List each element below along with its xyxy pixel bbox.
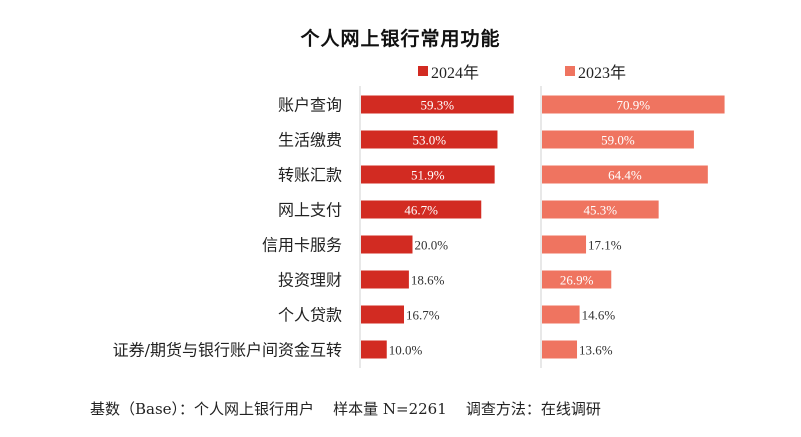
data-label: 46.7% xyxy=(404,203,438,218)
data-label: 70.9% xyxy=(616,98,650,113)
bar-2024 xyxy=(361,165,495,184)
data-label: 20.0% xyxy=(415,238,449,253)
legend-swatch-2024 xyxy=(418,66,428,76)
data-label: 16.7% xyxy=(406,308,440,323)
category-label: 转账汇款 xyxy=(278,166,342,185)
data-label: 13.6% xyxy=(579,343,613,358)
bar-2024 xyxy=(361,95,514,114)
footnote: 基数（Base）：个人网上银行用户 样本量 N=2261 调查方法：在线调研 xyxy=(90,400,601,418)
legend-label-2023: 2023年 xyxy=(578,65,627,82)
legend-swatch-2023 xyxy=(565,66,575,76)
bar-2023 xyxy=(542,235,587,254)
bar-2023 xyxy=(542,340,578,359)
bar-2024 xyxy=(361,130,498,149)
bar-2024 xyxy=(361,200,482,219)
category-label: 网上支付 xyxy=(278,201,342,220)
category-label: 生活缴费 xyxy=(278,131,342,150)
data-label: 53.0% xyxy=(412,133,446,148)
bar-2023 xyxy=(542,200,659,219)
bar-2023 xyxy=(542,165,708,184)
data-label: 59.3% xyxy=(421,98,455,113)
legend-label-2024: 2024年 xyxy=(431,65,480,82)
data-label: 14.6% xyxy=(582,308,616,323)
category-label: 账户查询 xyxy=(278,96,342,115)
data-label: 17.1% xyxy=(588,238,622,253)
bar-2024 xyxy=(361,270,409,289)
data-label: 26.9% xyxy=(560,273,594,288)
bar-2023 xyxy=(542,305,580,324)
bar-2024 xyxy=(361,340,387,359)
bar-2023 xyxy=(542,130,694,149)
bar-2024 xyxy=(361,305,405,324)
chart-title: 个人网上银行常用功能 xyxy=(300,28,501,50)
category-label: 信用卡服务 xyxy=(262,236,342,255)
bar-2023 xyxy=(542,270,612,289)
legend-item-2024: 2024年 xyxy=(418,59,479,83)
bar-2024 xyxy=(361,235,413,254)
data-label: 18.6% xyxy=(411,273,445,288)
data-label: 64.4% xyxy=(608,168,642,183)
legend-item-2023: 2023年 xyxy=(565,59,626,83)
category-label: 投资理财 xyxy=(278,271,342,290)
data-label: 59.0% xyxy=(601,133,635,148)
data-label: 51.9% xyxy=(411,168,445,183)
category-label: 证券/期货与银行账户间资金互转 xyxy=(113,341,342,360)
category-label: 个人贷款 xyxy=(278,306,342,325)
data-label: 10.0% xyxy=(389,343,423,358)
data-label: 45.3% xyxy=(584,203,618,218)
bar-2023 xyxy=(542,95,725,114)
